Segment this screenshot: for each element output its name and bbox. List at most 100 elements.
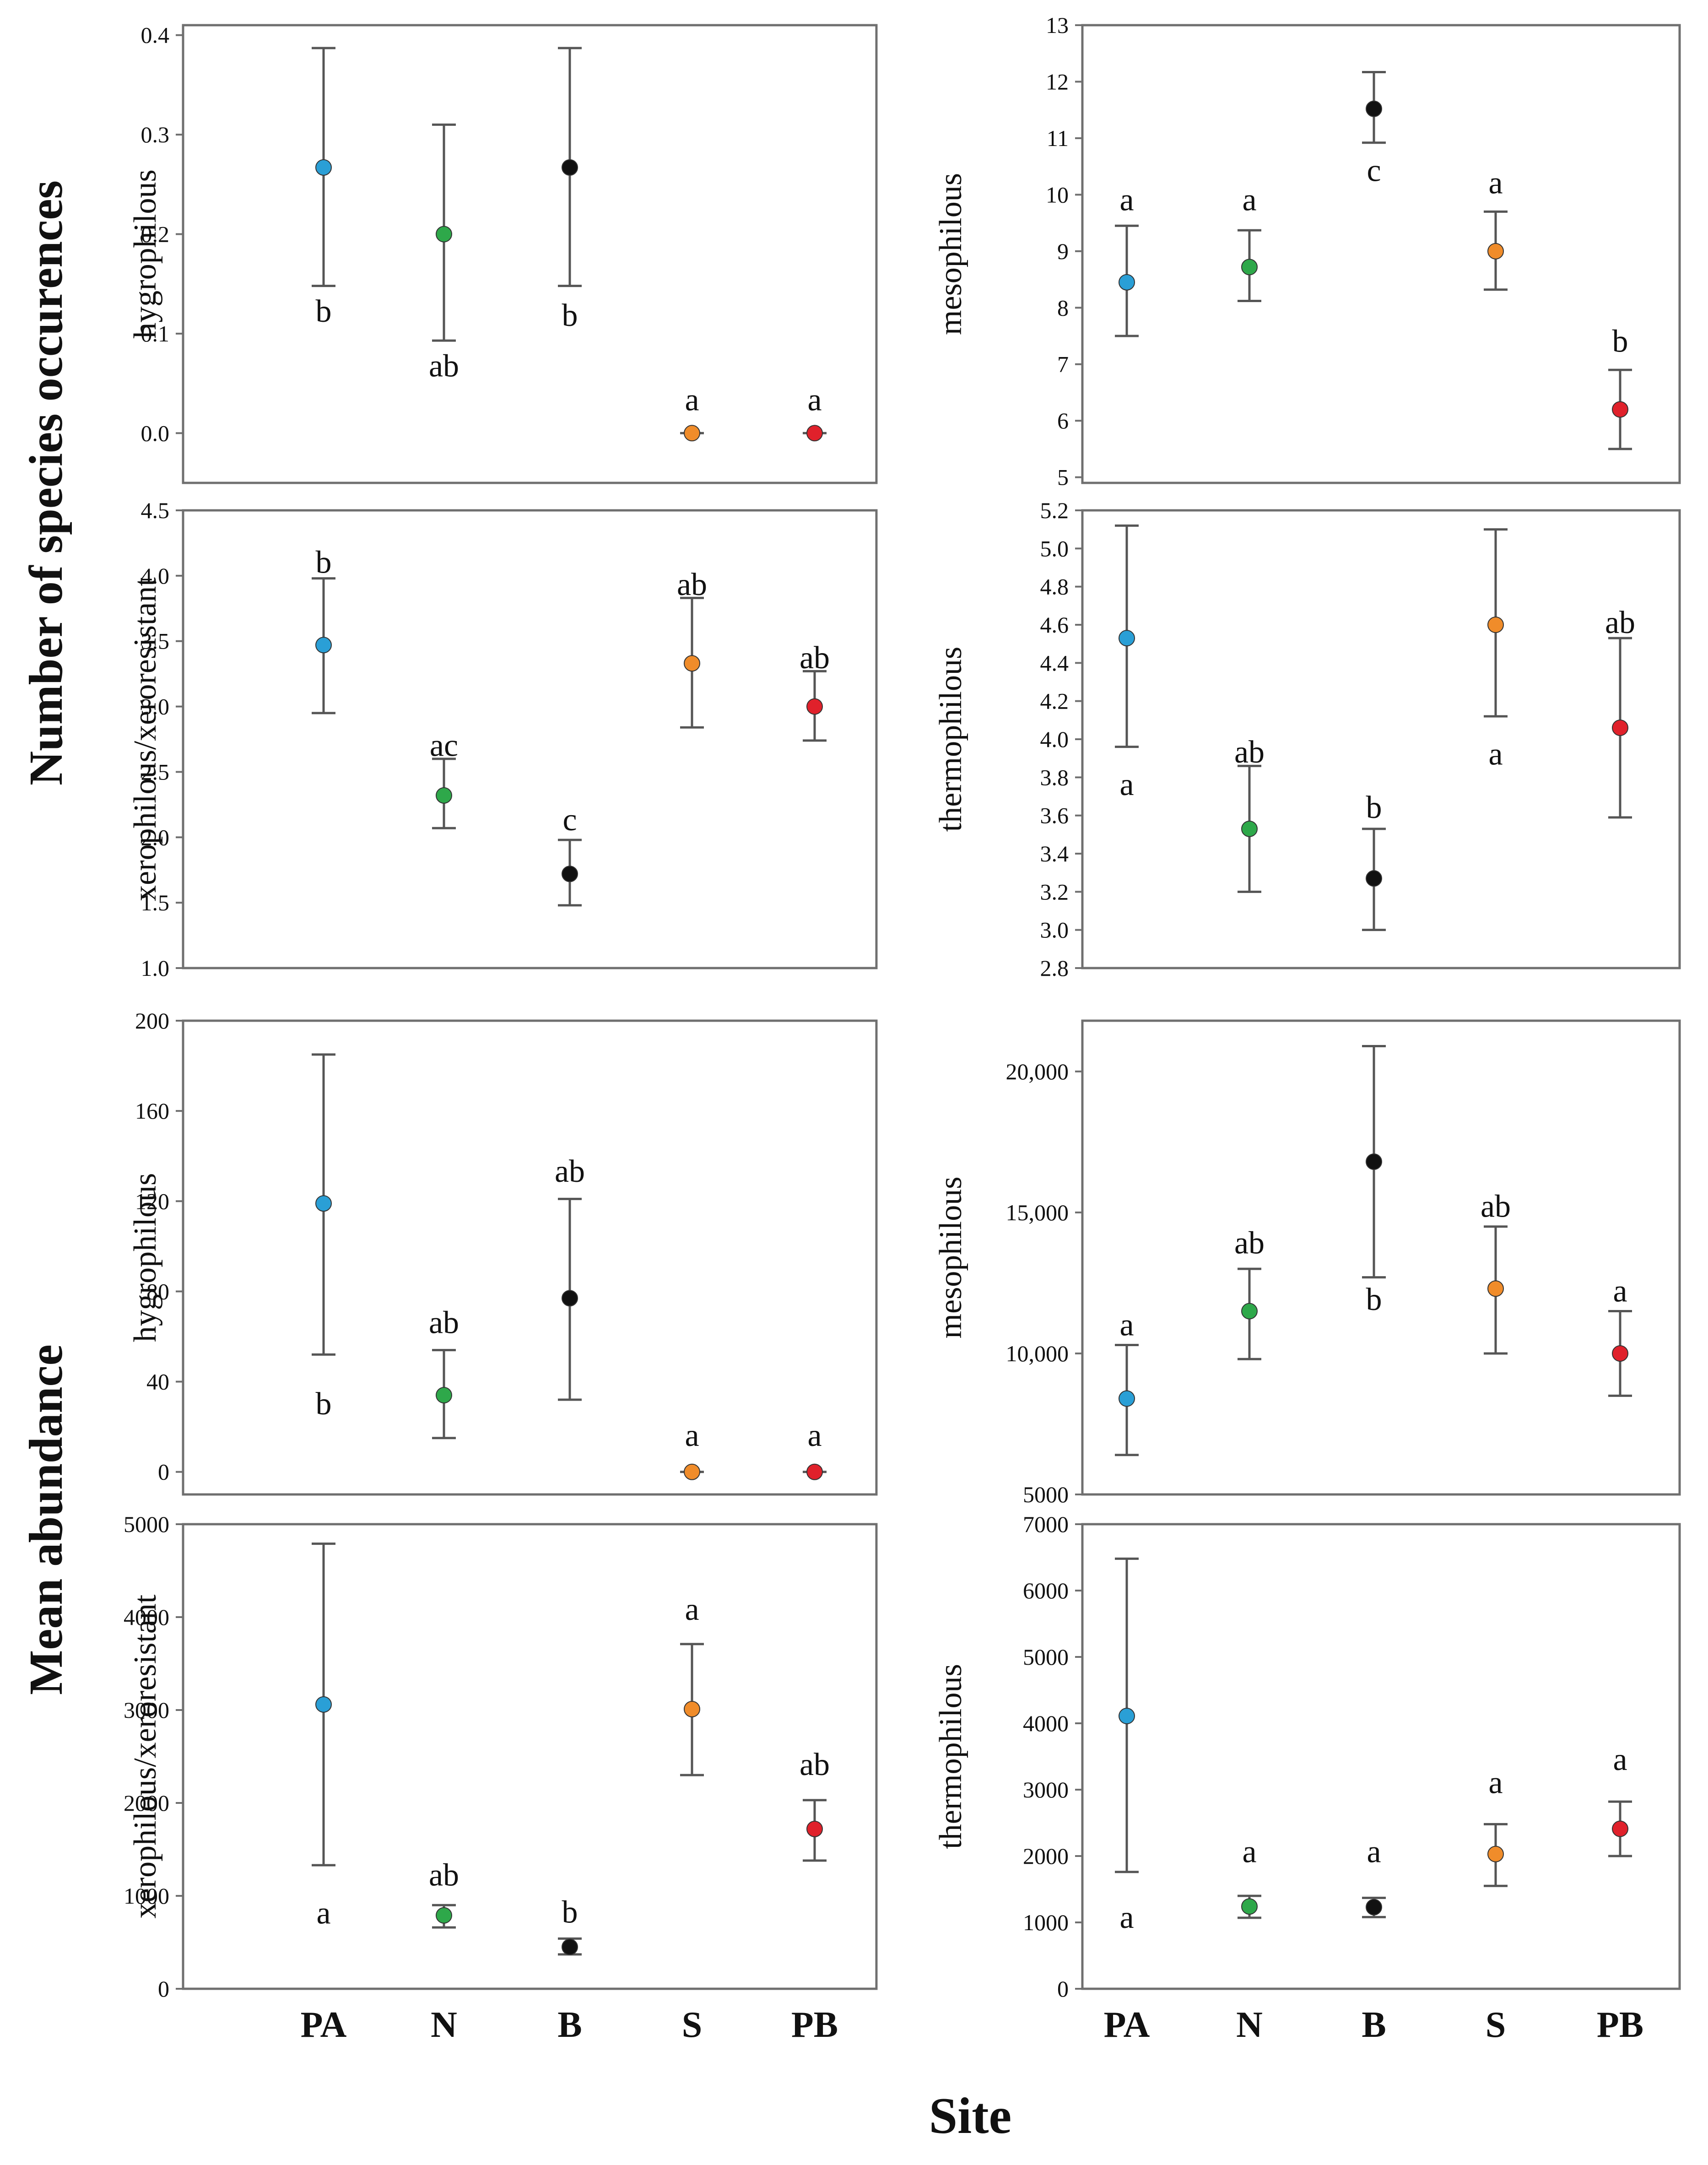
- panel-3: 1.0 1.5 2.0 2.5 3.0 3.5 4.0 4.5 xerophilous/xero…: [128, 498, 878, 981]
- y-tick-label: 40: [146, 1369, 169, 1395]
- data-point-n: [1241, 1898, 1258, 1915]
- y-tick-label: 0.3: [141, 122, 170, 147]
- significance-letter: a: [1488, 1765, 1503, 1801]
- panel-1: 0.0 0.1 0.2 0.3 0.4 hygrophilous b ab b a a: [128, 22, 878, 484]
- data-point-b: [562, 866, 578, 882]
- significance-letter: ab: [1605, 605, 1635, 640]
- plot-frame: [182, 1019, 878, 1496]
- y-tick-label: 20,000: [1006, 1059, 1069, 1084]
- significance-letter: a: [1119, 1900, 1134, 1935]
- data-point-pa: [1119, 630, 1135, 647]
- group-label-species-occurences: Number of species occurences: [20, 180, 72, 785]
- data-point-s: [1487, 1846, 1504, 1862]
- y-axis-label: thermophilous: [933, 647, 968, 832]
- y-tick-label: 80: [146, 1278, 169, 1304]
- data-point-b: [1366, 1153, 1382, 1170]
- panel-4: 2.8 3.0 3.2 3.4 3.6 3.8 4.0 4.2 4.4 4.6 4.8 5.0 5.2 t…: [933, 498, 1681, 981]
- significance-letter: ac: [430, 728, 458, 763]
- significance-letter: c: [1367, 153, 1381, 189]
- data-point-pb: [1612, 720, 1628, 736]
- panel-5: 0 40 80 120 160 200 hygrophilous b ab ab a a: [128, 1008, 878, 1496]
- panel-2: 5 6 7 8 9 10 11 12 13 mesophilous a a c a b: [933, 12, 1681, 490]
- y-tick-label: 3.4: [1040, 841, 1069, 866]
- significance-letter: a: [1488, 736, 1503, 772]
- data-point-pa: [315, 1696, 332, 1713]
- y-axis-label: hygrophilous: [128, 169, 163, 338]
- y-tick-label: 4.0: [141, 563, 170, 589]
- data-point-n: [1241, 820, 1258, 837]
- significance-letter: ab: [429, 1305, 459, 1340]
- y-axis-label: mesophilous: [933, 173, 968, 335]
- y-axis-label: mesophilous: [933, 1177, 968, 1339]
- y-tick-label: 2.8: [1040, 955, 1069, 981]
- data-point-b: [1366, 100, 1382, 117]
- significance-letter: ab: [1481, 1189, 1511, 1224]
- significance-letter: ab: [555, 1154, 585, 1189]
- data-point-pb: [806, 698, 823, 715]
- data-point-pa: [315, 1195, 332, 1212]
- y-tick-label: 120: [135, 1188, 169, 1214]
- y-tick-label: 0.2: [141, 222, 170, 247]
- y-tick-label: 7000: [1023, 1511, 1069, 1537]
- y-tick-label: 2000: [1023, 1843, 1069, 1869]
- y-tick-label: 0.4: [141, 22, 170, 48]
- y-tick-label: 3.0: [141, 694, 170, 720]
- data-point-s: [1487, 243, 1504, 260]
- significance-letter: a: [807, 383, 822, 418]
- significance-letter: a: [1613, 1742, 1627, 1777]
- data-point-n: [1241, 1303, 1258, 1320]
- y-tick-label: 5000: [1023, 1482, 1069, 1507]
- y-tick-label: 2.5: [141, 759, 170, 785]
- y-tick-label: 6000: [1023, 1578, 1069, 1603]
- x-tick-label-pb: PB: [1597, 2005, 1643, 2045]
- data-point-pa: [1119, 274, 1135, 291]
- data-point-s: [684, 1463, 700, 1480]
- y-tick-label: 8: [1057, 295, 1069, 320]
- y-tick-label: 7: [1057, 352, 1069, 377]
- y-tick-label: 5000: [124, 1511, 169, 1537]
- data-point-s: [1487, 617, 1504, 633]
- significance-letter: b: [562, 298, 578, 333]
- y-tick-label: 10: [1046, 182, 1069, 207]
- significance-letter: c: [562, 802, 577, 838]
- data-point-s: [684, 425, 700, 442]
- y-tick-label: 15,000: [1006, 1200, 1069, 1225]
- y-tick-label: 3000: [124, 1697, 169, 1723]
- significance-letter: ab: [677, 567, 707, 602]
- data-point-n: [436, 787, 452, 804]
- y-tick-label: 1000: [1023, 1910, 1069, 1935]
- y-tick-label: 3.0: [1040, 917, 1069, 943]
- significance-letter: a: [685, 383, 699, 418]
- y-tick-label: 3.5: [141, 628, 170, 654]
- x-axis-title: Site: [929, 2088, 1011, 2144]
- data-point-b: [562, 159, 578, 176]
- y-tick-label: 3.8: [1040, 764, 1069, 790]
- plot-frame: [182, 509, 878, 969]
- y-tick-label: 3000: [1023, 1777, 1069, 1802]
- y-tick-label: 10,000: [1006, 1341, 1069, 1366]
- data-point-n: [436, 1387, 452, 1404]
- y-tick-label: 4.2: [1040, 688, 1069, 714]
- x-tick-label-pa: PA: [301, 2005, 347, 2045]
- panel-7: 0 1000 2000 3000 4000 5000 xerophilous/xerores…: [124, 1511, 878, 2045]
- plot-frame: [182, 1523, 878, 1990]
- data-point-n: [1241, 259, 1258, 276]
- significance-letter: b: [316, 1386, 332, 1422]
- y-axis-label: thermophilous: [933, 1664, 968, 1849]
- x-tick-label-n: N: [1236, 2005, 1263, 2045]
- y-tick-label: 3.2: [1040, 879, 1069, 904]
- x-tick-label-pa: PA: [1104, 2005, 1150, 2045]
- significance-letter: a: [1613, 1273, 1627, 1309]
- y-tick-label: 160: [135, 1098, 169, 1124]
- significance-letter: ab: [1234, 735, 1265, 770]
- x-tick-label-n: N: [431, 2005, 457, 2045]
- significance-letter: a: [807, 1418, 822, 1453]
- significance-letter: a: [1488, 166, 1503, 201]
- significance-letter: b: [562, 1895, 578, 1930]
- significance-letter: ab: [1234, 1226, 1265, 1261]
- plot-frame: [1081, 1019, 1681, 1496]
- data-point-pb: [1612, 401, 1628, 418]
- data-point-s: [684, 1700, 700, 1717]
- data-point-pb: [806, 1463, 823, 1480]
